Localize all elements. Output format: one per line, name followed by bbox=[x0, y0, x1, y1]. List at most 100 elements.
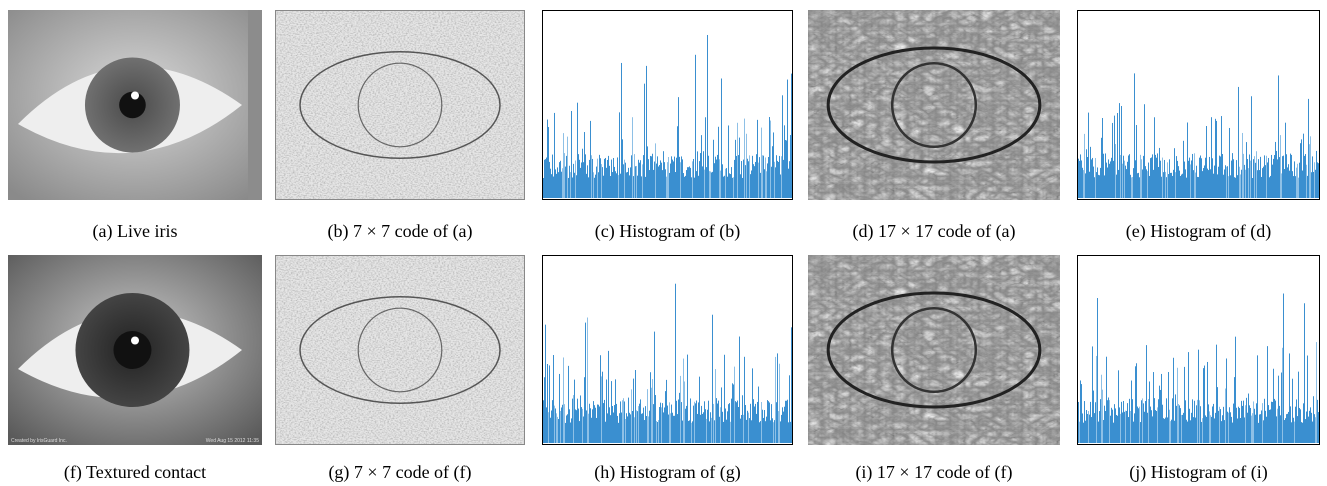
panel-image bbox=[275, 255, 525, 445]
hist-bar bbox=[744, 357, 745, 443]
hist-bar bbox=[742, 395, 743, 443]
hist-bar bbox=[1143, 156, 1144, 198]
hist-bar bbox=[1235, 337, 1236, 443]
hist-bar bbox=[1092, 158, 1093, 198]
hist-bar bbox=[553, 177, 554, 198]
hist-bar bbox=[568, 178, 569, 198]
hist-bar bbox=[773, 132, 774, 198]
hist-bar bbox=[1175, 172, 1176, 198]
hist-bar bbox=[719, 159, 720, 198]
hist-bar bbox=[664, 162, 665, 198]
hist-bar bbox=[662, 403, 663, 443]
hist-bar bbox=[1245, 170, 1246, 198]
hist-bar bbox=[1139, 177, 1140, 198]
hist-bar bbox=[643, 408, 644, 443]
hist-bar bbox=[777, 353, 778, 443]
hist-bar bbox=[749, 155, 750, 198]
hist-bar bbox=[1197, 400, 1198, 443]
hist-bar bbox=[1275, 401, 1276, 443]
hist-bar bbox=[725, 409, 726, 443]
hist-bar bbox=[1157, 407, 1158, 443]
hist-bar bbox=[1219, 156, 1220, 198]
hist-bar bbox=[635, 370, 636, 443]
hist-bar bbox=[1315, 417, 1316, 443]
hist-bar bbox=[680, 376, 681, 443]
hist-bar bbox=[1223, 175, 1224, 198]
code-texture bbox=[275, 10, 525, 200]
hist-bar bbox=[638, 406, 639, 443]
hist-bar bbox=[1266, 156, 1267, 198]
hist-bar bbox=[1294, 422, 1295, 443]
hist-bar bbox=[1079, 161, 1080, 198]
hist-bar bbox=[1300, 143, 1301, 198]
hist-bar bbox=[1308, 417, 1309, 443]
hist-bar bbox=[1307, 176, 1308, 198]
hist-bar bbox=[706, 419, 707, 443]
caption: (f) Textured contact bbox=[8, 462, 262, 483]
hist-bar bbox=[1118, 370, 1119, 443]
hist-bar bbox=[664, 407, 665, 443]
hist-bar bbox=[1305, 154, 1306, 198]
hist-bar bbox=[1083, 423, 1084, 443]
hist-bar bbox=[1248, 394, 1249, 443]
hist-bar bbox=[1168, 174, 1169, 198]
hist-bar bbox=[1264, 155, 1265, 198]
hist-bar bbox=[547, 364, 548, 443]
hist-bar bbox=[604, 400, 605, 443]
hist-bar bbox=[1318, 163, 1319, 198]
hist-bar bbox=[1296, 168, 1297, 198]
hist-bar bbox=[1269, 410, 1270, 443]
hist-bar bbox=[785, 140, 786, 198]
hist-bar bbox=[1112, 123, 1113, 198]
hist-bar bbox=[659, 165, 660, 198]
hist-bar bbox=[640, 399, 641, 443]
hist-bar bbox=[1144, 412, 1145, 443]
hist-bar bbox=[1102, 118, 1103, 198]
hist-bar bbox=[769, 117, 770, 198]
hist-bar bbox=[1105, 411, 1106, 443]
hist-bar bbox=[1110, 416, 1111, 443]
hist-bar bbox=[694, 402, 695, 443]
hist-bar bbox=[1124, 412, 1125, 443]
hist-bar bbox=[717, 155, 718, 198]
hist-bar bbox=[1103, 154, 1104, 198]
hist-bar bbox=[720, 171, 721, 198]
hist-bar bbox=[635, 166, 636, 198]
hist-bar bbox=[1282, 348, 1283, 443]
hist-bar bbox=[783, 160, 784, 198]
hist-bar bbox=[579, 421, 580, 443]
hist-bar bbox=[649, 170, 650, 198]
hist-bar bbox=[1303, 134, 1304, 198]
hist-bar bbox=[1302, 423, 1303, 443]
hist-bar bbox=[677, 126, 678, 198]
hist-bar bbox=[657, 156, 658, 198]
hist-bar bbox=[674, 416, 675, 443]
hist-bar bbox=[727, 411, 728, 443]
hist-bar bbox=[715, 369, 716, 443]
hist-bar bbox=[1199, 400, 1200, 443]
hist-bar bbox=[1122, 412, 1123, 443]
hist-bar bbox=[1311, 413, 1312, 443]
hist-bar bbox=[549, 162, 550, 198]
image-overlay: Created by IrisGuard Inc. bbox=[11, 438, 67, 444]
hist-bar bbox=[690, 168, 691, 198]
hist-bar bbox=[649, 411, 650, 443]
hist-bar bbox=[556, 174, 557, 198]
hist-bar bbox=[1200, 406, 1201, 443]
hist-bar bbox=[729, 173, 730, 198]
hist-bar bbox=[1201, 158, 1202, 198]
hist-bar bbox=[578, 154, 579, 198]
hist-bar bbox=[1153, 170, 1154, 198]
hist-bar bbox=[552, 400, 553, 443]
hist-bar bbox=[680, 162, 681, 198]
hist-bar bbox=[1182, 174, 1183, 198]
hist-bar bbox=[788, 169, 789, 198]
hist-bar bbox=[1090, 147, 1091, 198]
hist-bar bbox=[604, 159, 605, 198]
hist-bar bbox=[663, 412, 664, 443]
hist-bar bbox=[1280, 415, 1281, 443]
hist-bar bbox=[746, 420, 747, 443]
hist-bar bbox=[648, 416, 649, 443]
hist-bar bbox=[646, 416, 647, 443]
hist-bar bbox=[1093, 391, 1094, 443]
